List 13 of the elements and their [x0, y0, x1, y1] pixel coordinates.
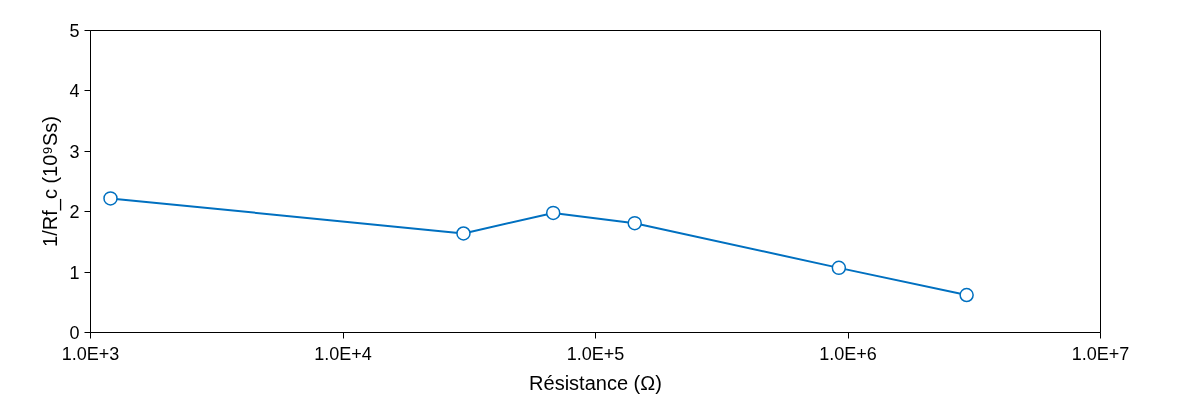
y-tick-label: 3: [69, 141, 80, 162]
x-axis-title: Résistance (Ω): [529, 371, 662, 394]
y-tick-label: 5: [69, 21, 80, 41]
x-tick-label: 1.0E+6: [819, 343, 877, 364]
y-tick-label: 1: [69, 262, 80, 283]
x-tick-label: 1.0E+3: [61, 343, 120, 364]
x-tick-label: 1.0E+7: [1071, 343, 1130, 364]
x-tick-label: 1.0E+4: [314, 343, 372, 364]
y-tick-label: 0: [69, 323, 80, 343]
y-tick-label: 4: [69, 81, 80, 102]
y-tick-label: 2: [69, 202, 80, 223]
x-tick-label: 1.0E+5: [566, 343, 625, 364]
y-axis-title: 1/Rf_c (10⁹Ss): [39, 116, 63, 247]
